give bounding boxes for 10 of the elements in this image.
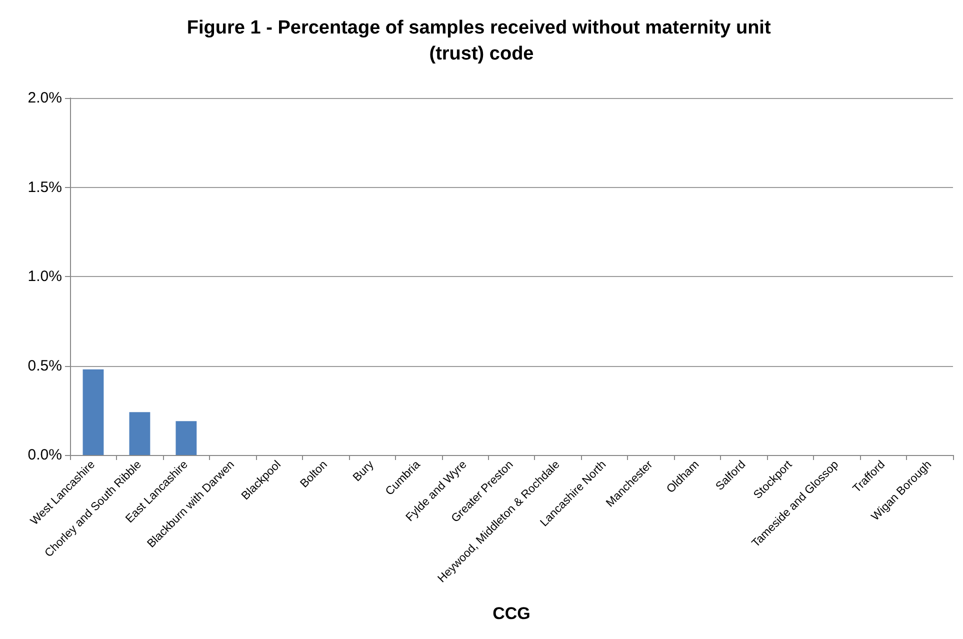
y-tick-label: 0.5% <box>28 357 62 374</box>
y-tick-label: 0.0% <box>28 446 62 464</box>
bar <box>82 369 104 455</box>
y-tick-label: 1.0% <box>28 268 62 285</box>
y-tick-label: 2.0% <box>28 90 62 106</box>
y-tick-label: 1.5% <box>28 178 62 196</box>
chart-title: Figure 1 - Percentage of samples received without maternity unit (trust) code <box>186 18 776 64</box>
bar <box>176 421 197 455</box>
bar <box>129 412 150 455</box>
x-axis-title: CCG <box>492 604 530 623</box>
